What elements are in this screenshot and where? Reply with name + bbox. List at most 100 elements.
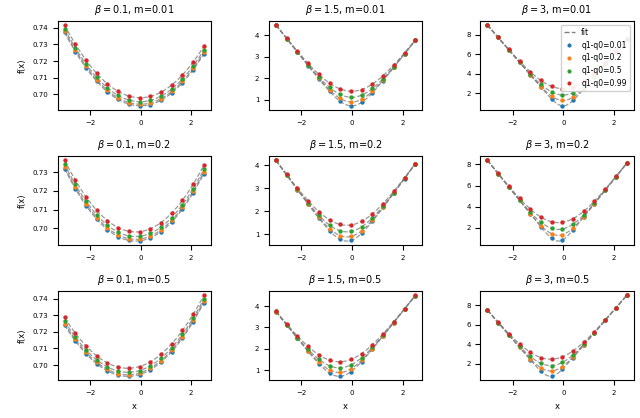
Point [525,356,535,362]
Point [124,237,134,244]
Point [399,175,410,182]
Point [399,51,410,57]
Point [198,296,209,303]
Point [292,185,303,191]
Title: $\beta = 1.5$, m=0.01: $\beta = 1.5$, m=0.01 [305,3,386,17]
Point [356,358,367,365]
Point [113,232,124,238]
Point [410,160,420,167]
Point [493,34,503,41]
Point [303,201,313,207]
Point [198,162,209,168]
Point [504,331,514,338]
Point [145,97,156,104]
Point [493,34,503,41]
Point [177,71,188,78]
Point [600,61,611,67]
Point [303,61,313,68]
Point [166,88,177,95]
Point [536,81,546,88]
Point [282,35,292,42]
Point [102,367,113,374]
Point [621,36,632,43]
Point [536,354,546,361]
Point [188,190,198,196]
Point [525,210,535,217]
Point [145,93,156,100]
Point [410,161,420,167]
Point [113,370,124,377]
Point [324,222,335,228]
Point [504,184,514,190]
Point [113,94,124,101]
Point [378,333,388,339]
Point [557,231,568,238]
Point [388,64,399,71]
Point [525,71,535,77]
Point [134,363,145,370]
Point [303,347,313,354]
Point [81,64,91,71]
Y-axis label: f(x): f(x) [17,194,27,208]
Point [356,224,367,230]
Point [483,22,493,28]
Point [70,41,81,47]
Point [579,212,589,218]
Title: $\beta = 3$, m=0.01: $\beta = 3$, m=0.01 [522,3,593,17]
Point [81,198,91,204]
Point [611,304,621,311]
Point [589,329,600,336]
Point [282,35,292,42]
Point [156,224,166,230]
Point [282,35,292,42]
Y-axis label: f(x): f(x) [17,58,27,73]
Point [102,364,113,370]
Point [557,226,568,232]
Point [547,235,557,242]
Point [113,364,124,370]
Point [568,84,578,90]
Point [282,321,292,327]
Point [145,359,156,365]
Point [483,157,493,163]
Point [483,22,493,28]
Point [525,71,535,78]
Point [70,185,81,192]
Title: $\beta = 0.1$, m=0.2: $\beta = 0.1$, m=0.2 [97,138,171,152]
Point [324,80,335,87]
Point [621,160,632,167]
Point [504,46,514,53]
Point [324,362,335,369]
Point [378,77,388,84]
Point [166,217,177,224]
Legend: fit, q1-q0=0.01, q1-q0=0.2, q1-q0=0.5, q1-q0=0.99: fit, q1-q0=0.01, q1-q0=0.2, q1-q0=0.5, q… [561,25,630,91]
Point [102,359,113,366]
Point [547,356,557,362]
Point [188,66,198,73]
Point [188,59,198,65]
Point [292,335,303,342]
Point [314,360,324,367]
Point [177,335,188,342]
Point [579,208,589,214]
Point [378,200,388,207]
Point [198,170,209,177]
Point [589,200,600,206]
Point [536,364,546,371]
Point [92,352,102,359]
Point [515,59,525,66]
Point [557,97,568,104]
Point [292,334,303,341]
Point [568,97,578,104]
Point [493,319,503,326]
Point [145,233,156,240]
Point [314,74,324,80]
Point [271,22,281,28]
Point [166,347,177,354]
Point [378,76,388,83]
Point [579,342,589,349]
Point [324,87,335,93]
Point [388,319,399,326]
Point [410,37,420,43]
Point [525,349,535,356]
